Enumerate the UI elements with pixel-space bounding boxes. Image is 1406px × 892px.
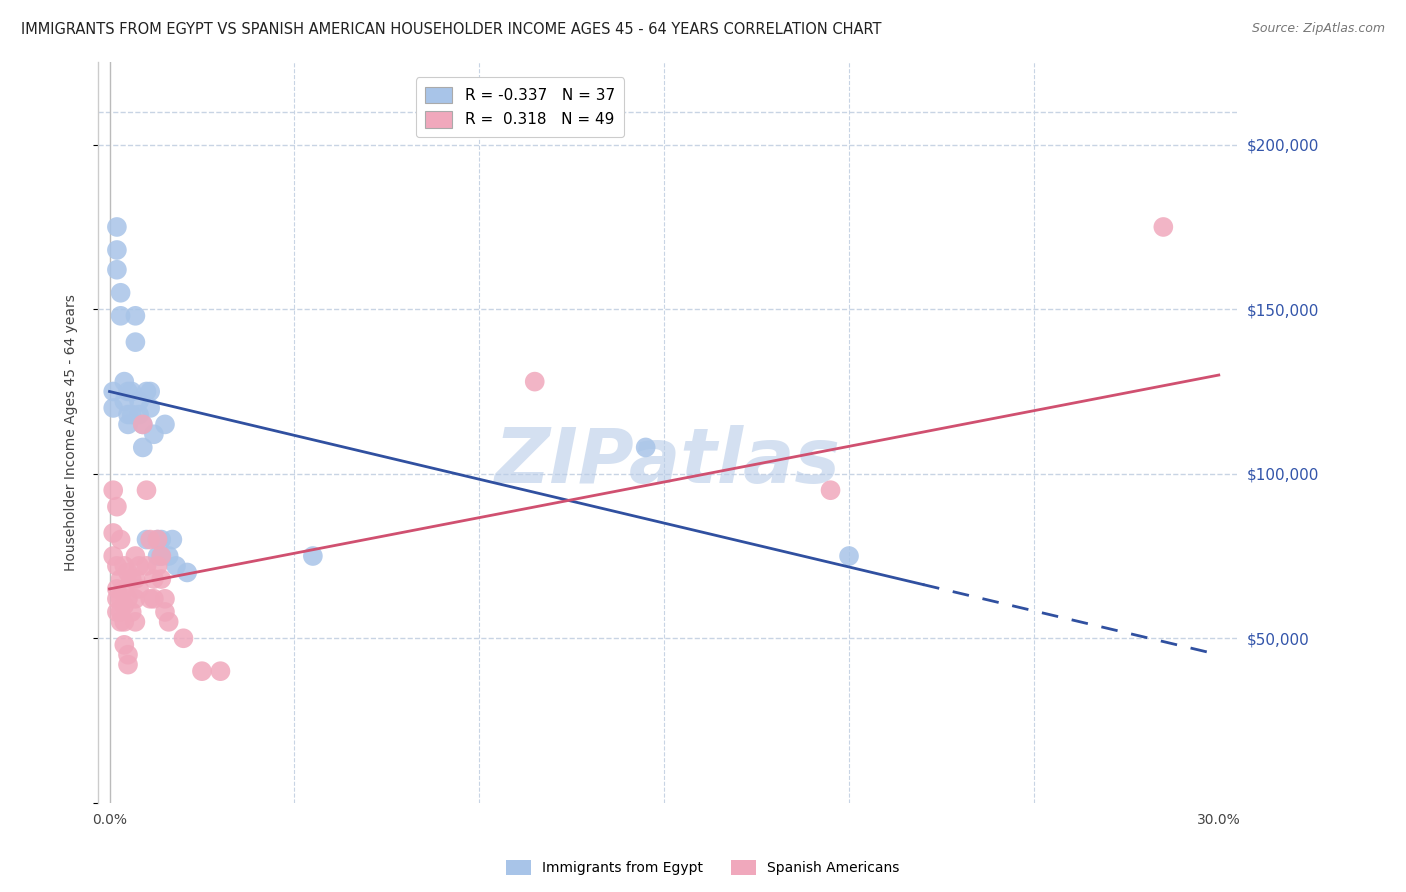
Point bbox=[128, 582, 150, 596]
Point bbox=[110, 533, 132, 547]
Point bbox=[135, 483, 157, 498]
Point bbox=[139, 384, 162, 399]
Point bbox=[103, 401, 125, 415]
Point bbox=[150, 572, 173, 586]
Point bbox=[117, 566, 139, 580]
Point bbox=[117, 657, 139, 672]
Point bbox=[117, 648, 139, 662]
Point bbox=[117, 417, 139, 432]
Point bbox=[112, 599, 135, 613]
Point bbox=[105, 262, 128, 277]
Point bbox=[150, 533, 173, 547]
Point bbox=[110, 591, 132, 606]
Point bbox=[112, 615, 135, 629]
Point bbox=[124, 572, 146, 586]
Point bbox=[176, 566, 198, 580]
Point bbox=[112, 394, 135, 409]
Point bbox=[172, 632, 194, 646]
Point bbox=[523, 375, 546, 389]
Point bbox=[157, 549, 180, 563]
Point bbox=[105, 243, 128, 257]
Point bbox=[112, 558, 135, 573]
Point bbox=[128, 394, 150, 409]
Point bbox=[121, 384, 143, 399]
Point bbox=[146, 533, 169, 547]
Point bbox=[117, 408, 139, 422]
Point bbox=[146, 549, 169, 563]
Point bbox=[103, 384, 125, 399]
Point bbox=[117, 384, 139, 399]
Point bbox=[112, 582, 135, 596]
Point bbox=[124, 335, 146, 350]
Text: IMMIGRANTS FROM EGYPT VS SPANISH AMERICAN HOUSEHOLDER INCOME AGES 45 - 64 YEARS : IMMIGRANTS FROM EGYPT VS SPANISH AMERICA… bbox=[21, 22, 882, 37]
Point bbox=[146, 558, 169, 573]
Point bbox=[124, 591, 146, 606]
Point bbox=[838, 549, 860, 563]
Point bbox=[110, 605, 132, 619]
Point bbox=[128, 558, 150, 573]
Legend: Immigrants from Egypt, Spanish Americans: Immigrants from Egypt, Spanish Americans bbox=[501, 855, 905, 880]
Point bbox=[132, 417, 155, 432]
Point bbox=[1152, 219, 1174, 234]
Point bbox=[124, 549, 146, 563]
Legend: R = -0.337   N = 37, R =  0.318   N = 49: R = -0.337 N = 37, R = 0.318 N = 49 bbox=[416, 78, 624, 136]
Point bbox=[132, 417, 155, 432]
Point bbox=[105, 500, 128, 514]
Point bbox=[132, 441, 155, 455]
Point bbox=[103, 483, 125, 498]
Point bbox=[105, 582, 128, 596]
Point bbox=[105, 591, 128, 606]
Point bbox=[128, 408, 150, 422]
Point bbox=[139, 401, 162, 415]
Point bbox=[110, 309, 132, 323]
Point bbox=[110, 572, 132, 586]
Point bbox=[105, 558, 128, 573]
Point bbox=[165, 558, 187, 573]
Point bbox=[135, 533, 157, 547]
Point bbox=[142, 427, 165, 442]
Point bbox=[105, 605, 128, 619]
Point bbox=[121, 572, 143, 586]
Point bbox=[153, 591, 176, 606]
Y-axis label: Householder Income Ages 45 - 64 years: Householder Income Ages 45 - 64 years bbox=[63, 294, 77, 571]
Point bbox=[634, 441, 657, 455]
Point bbox=[103, 526, 125, 541]
Point bbox=[112, 638, 135, 652]
Point bbox=[191, 664, 214, 678]
Point bbox=[112, 375, 135, 389]
Point bbox=[110, 285, 132, 300]
Point bbox=[124, 309, 146, 323]
Point bbox=[121, 605, 143, 619]
Point bbox=[150, 549, 173, 563]
Point bbox=[142, 572, 165, 586]
Point bbox=[150, 549, 173, 563]
Point bbox=[153, 605, 176, 619]
Point bbox=[820, 483, 842, 498]
Point bbox=[121, 408, 143, 422]
Point bbox=[135, 384, 157, 399]
Point bbox=[105, 219, 128, 234]
Point bbox=[146, 533, 169, 547]
Point bbox=[162, 533, 184, 547]
Point bbox=[103, 549, 125, 563]
Text: Source: ZipAtlas.com: Source: ZipAtlas.com bbox=[1251, 22, 1385, 36]
Point bbox=[139, 533, 162, 547]
Point bbox=[153, 417, 176, 432]
Point bbox=[124, 615, 146, 629]
Point bbox=[302, 549, 325, 563]
Point bbox=[117, 591, 139, 606]
Point bbox=[142, 591, 165, 606]
Text: ZIPatlas: ZIPatlas bbox=[495, 425, 841, 500]
Point bbox=[110, 615, 132, 629]
Point bbox=[157, 615, 180, 629]
Point bbox=[139, 591, 162, 606]
Point bbox=[135, 558, 157, 573]
Point bbox=[209, 664, 232, 678]
